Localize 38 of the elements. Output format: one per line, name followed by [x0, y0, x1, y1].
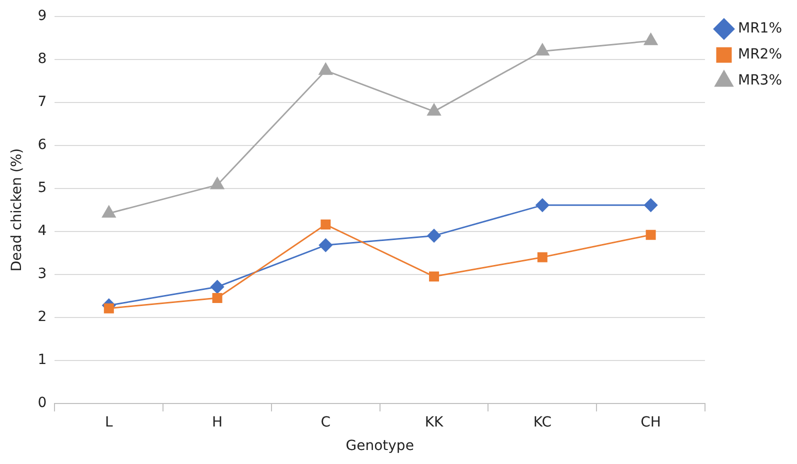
- point: [102, 206, 116, 218]
- point: [104, 303, 114, 314]
- point: [318, 62, 332, 75]
- x-tick-label: C: [320, 414, 331, 430]
- point: [537, 252, 548, 262]
- y-tick-label: 1: [38, 352, 47, 368]
- point: [427, 104, 441, 116]
- point: [210, 280, 224, 294]
- point: [212, 293, 222, 304]
- y-tick-label: 9: [38, 8, 47, 24]
- point: [318, 238, 332, 252]
- point: [644, 198, 658, 212]
- point: [536, 198, 550, 212]
- x-axis-title: Genotype: [346, 438, 414, 454]
- point: [536, 43, 550, 56]
- legend-label: MR3%: [738, 72, 782, 89]
- legend-label: MR2%: [738, 46, 782, 63]
- point: [429, 272, 440, 282]
- x-tick-label: CH: [640, 414, 661, 430]
- y-tick-label: 8: [38, 51, 47, 68]
- x-tick-label: L: [104, 414, 113, 430]
- y-tick-label: 6: [38, 137, 47, 154]
- x-tick-label: H: [212, 414, 223, 430]
- y-tick-label: 7: [38, 94, 47, 110]
- y-tick-label: 3: [38, 266, 47, 282]
- point: [210, 177, 224, 190]
- y-tick-label: 2: [38, 309, 47, 326]
- point: [320, 220, 331, 230]
- x-tick-label: KC: [533, 414, 552, 430]
- y-tick-label: 0: [38, 395, 47, 412]
- point: [644, 33, 658, 46]
- point: [646, 230, 656, 240]
- y-tick-label: 5: [38, 180, 47, 196]
- point: [427, 228, 441, 242]
- x-tick-label: KK: [424, 414, 444, 430]
- y-axis-title: Dead chicken (%): [9, 148, 26, 272]
- y-tick-label: 4: [38, 223, 47, 240]
- legend-label: MR1%: [738, 20, 782, 37]
